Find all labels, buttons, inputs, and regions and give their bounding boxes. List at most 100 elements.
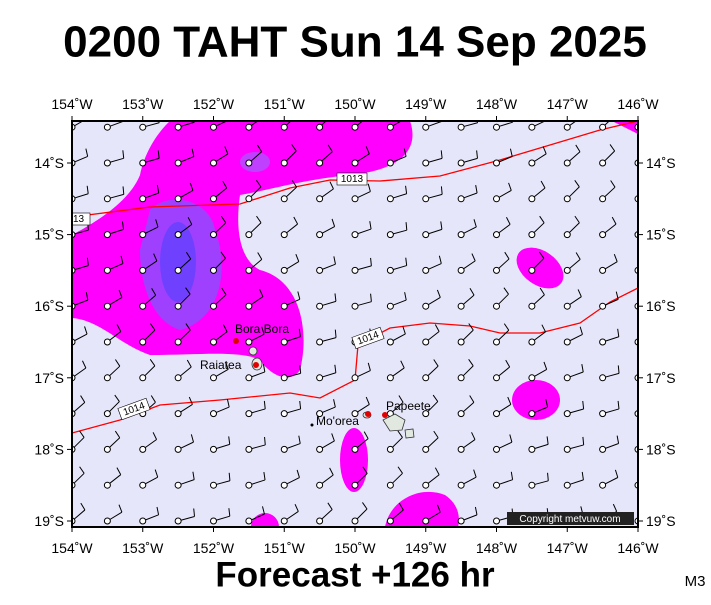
barb-staff bbox=[637, 269, 638, 271]
barb-flag bbox=[79, 430, 85, 438]
barb-flag bbox=[469, 288, 475, 296]
barb-flag bbox=[468, 358, 474, 367]
lon-tick-label: 146˚W bbox=[617, 96, 659, 112]
barb-station bbox=[245, 159, 253, 167]
barb-station bbox=[386, 195, 394, 203]
barb-flag bbox=[150, 395, 156, 403]
barb-station bbox=[245, 231, 253, 239]
lon-tick-label: 147˚W bbox=[547, 540, 589, 556]
barb-flag bbox=[262, 506, 265, 515]
barb-station bbox=[422, 302, 430, 310]
barb-station bbox=[139, 517, 147, 525]
barb-flag bbox=[256, 215, 262, 223]
barb-flag bbox=[262, 363, 266, 373]
barb-flag bbox=[615, 291, 619, 300]
barb-flag bbox=[259, 289, 264, 297]
copyright-box bbox=[507, 512, 634, 525]
copyright: Copyright metvuw.com bbox=[519, 514, 620, 525]
barb-flag bbox=[611, 109, 615, 116]
barb-flag bbox=[151, 288, 157, 296]
barb-station bbox=[422, 338, 430, 346]
barb-station bbox=[528, 445, 536, 453]
barb-flag bbox=[509, 148, 513, 157]
barb-station bbox=[493, 481, 500, 489]
barb-station bbox=[493, 302, 500, 310]
barb-station bbox=[528, 266, 536, 274]
barb-station bbox=[210, 302, 217, 310]
barb-flag bbox=[508, 182, 512, 191]
barb-station bbox=[351, 410, 359, 418]
barb-station bbox=[316, 195, 324, 203]
rain-area bbox=[72, 121, 413, 378]
barb-station bbox=[386, 338, 394, 346]
barb-staff bbox=[637, 413, 638, 414]
barb-station bbox=[386, 445, 394, 453]
barb-station bbox=[599, 445, 607, 453]
barb-flag bbox=[120, 255, 124, 264]
barb-station bbox=[210, 266, 217, 274]
lat-tick-label: 16˚S bbox=[34, 298, 64, 314]
barb-flag bbox=[538, 251, 545, 259]
lon-tick-label: 148˚W bbox=[476, 540, 518, 556]
barb-flag bbox=[509, 434, 513, 443]
barb-station bbox=[103, 445, 111, 453]
barb-station bbox=[210, 338, 217, 346]
barb-station bbox=[386, 302, 394, 310]
barb-flag bbox=[402, 326, 406, 335]
barb-station bbox=[422, 123, 430, 131]
barb-station bbox=[245, 266, 253, 274]
barb-station bbox=[422, 517, 430, 525]
island bbox=[310, 423, 314, 427]
barb-station bbox=[422, 481, 430, 489]
barb-station bbox=[493, 374, 500, 382]
lat-tick-label: 18˚S bbox=[34, 441, 64, 457]
isobar bbox=[72, 121, 638, 218]
barb-station bbox=[245, 410, 253, 418]
barb-flag bbox=[329, 467, 334, 476]
lon-tick-label: 152˚W bbox=[193, 540, 235, 556]
barb-station bbox=[210, 159, 217, 167]
barb-flag bbox=[85, 292, 89, 301]
lat-tick-label: 14˚S bbox=[646, 155, 676, 171]
barb-flag bbox=[503, 287, 509, 295]
lon-tick-label: 150˚W bbox=[334, 540, 376, 556]
barb-station bbox=[528, 338, 536, 346]
barb-station bbox=[316, 159, 324, 167]
barb-station bbox=[351, 481, 359, 489]
barb-flag bbox=[503, 323, 510, 331]
barb-flag bbox=[156, 185, 160, 194]
barb-flag bbox=[293, 216, 299, 225]
barb-flag bbox=[365, 146, 370, 155]
barb-station bbox=[139, 481, 147, 489]
barb-flag bbox=[474, 506, 478, 515]
barb-station bbox=[457, 302, 465, 310]
barb-flag bbox=[84, 326, 88, 335]
barb-flag bbox=[114, 394, 120, 402]
isobar-label-box: 1013 bbox=[336, 172, 368, 186]
barb-station bbox=[528, 410, 536, 418]
barb-flag bbox=[81, 360, 87, 369]
barb-flag bbox=[157, 150, 160, 159]
barb-staff bbox=[637, 126, 638, 128]
barb-station bbox=[210, 410, 217, 418]
barb-station bbox=[174, 302, 182, 310]
barb-flag bbox=[542, 146, 547, 155]
barb-flag bbox=[189, 182, 194, 191]
barb-station bbox=[280, 338, 288, 346]
barb-flag bbox=[334, 293, 337, 302]
barb-station bbox=[174, 266, 182, 274]
barb-station bbox=[280, 302, 288, 310]
barb-flag bbox=[118, 289, 123, 298]
barb-flag bbox=[574, 215, 580, 224]
barb-flag bbox=[224, 146, 229, 155]
barb-flag bbox=[334, 329, 337, 338]
barb-station bbox=[493, 338, 500, 346]
barb-flag bbox=[331, 433, 335, 442]
barb-station bbox=[245, 302, 253, 310]
barb-station bbox=[280, 481, 288, 489]
barb-flag bbox=[122, 150, 125, 159]
lon-tick-label: 150˚W bbox=[334, 96, 376, 112]
barb-flag bbox=[85, 148, 89, 157]
barb-station bbox=[422, 410, 430, 418]
barb-station bbox=[493, 517, 500, 525]
